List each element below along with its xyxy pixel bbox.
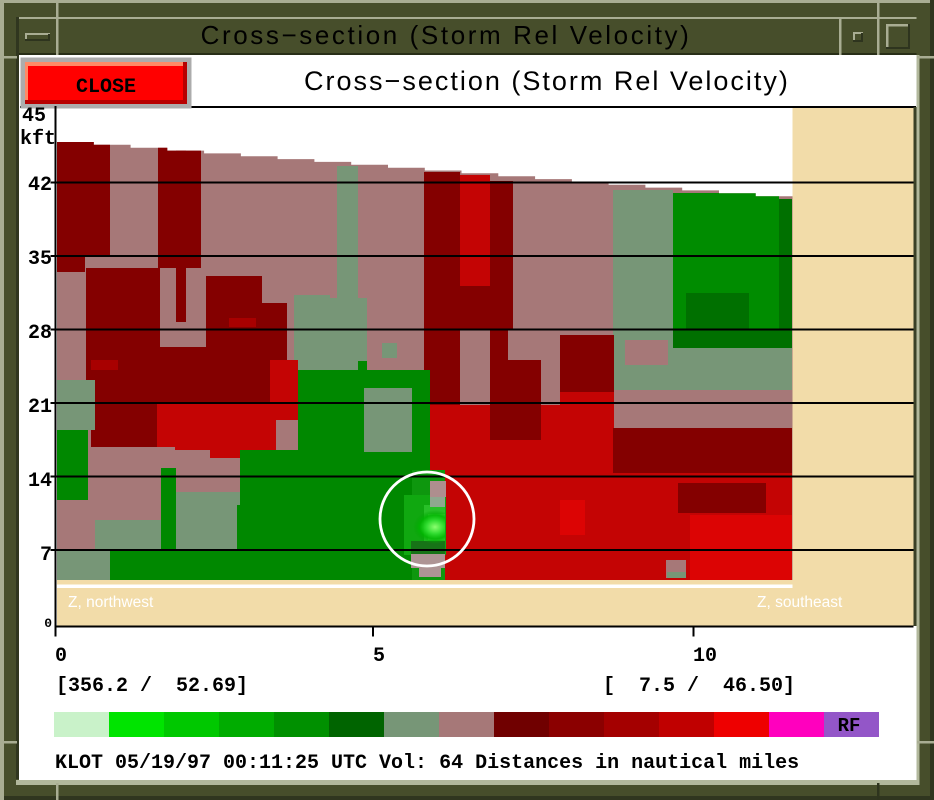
svg-text:Z, southeast: Z, southeast — [757, 594, 843, 611]
svg-text:Cross−section (Storm Rel Veloc: Cross−section (Storm Rel Velocity) — [201, 20, 692, 50]
svg-text:RF: RF — [838, 715, 861, 737]
svg-text:21: 21 — [28, 396, 52, 419]
svg-text:5: 5 — [373, 645, 385, 668]
svg-text:28: 28 — [28, 322, 52, 345]
svg-text:[ 7.5 / 46.50]: [ 7.5 / 46.50] — [603, 675, 795, 698]
svg-text:0: 0 — [44, 616, 52, 631]
svg-text:kft: kft — [20, 128, 56, 151]
svg-text:35: 35 — [28, 248, 52, 271]
svg-text:14: 14 — [28, 470, 52, 493]
svg-text:Cross−section (Storm Rel Veloc: Cross−section (Storm Rel Velocity) — [304, 66, 790, 96]
svg-text:Z, northwest: Z, northwest — [68, 594, 154, 611]
svg-text:10: 10 — [693, 645, 717, 668]
svg-text:[356.2 / 52.69]: [356.2 / 52.69] — [56, 675, 248, 698]
svg-text:7: 7 — [40, 544, 52, 567]
svg-text:KLOT 05/19/97 00:11:25 UTC Vol: KLOT 05/19/97 00:11:25 UTC Vol: 64 Dista… — [55, 752, 799, 775]
svg-text:45: 45 — [22, 105, 46, 128]
svg-text:CLOSE: CLOSE — [76, 76, 136, 99]
svg-text:42: 42 — [28, 174, 52, 197]
svg-text:0: 0 — [55, 645, 67, 668]
